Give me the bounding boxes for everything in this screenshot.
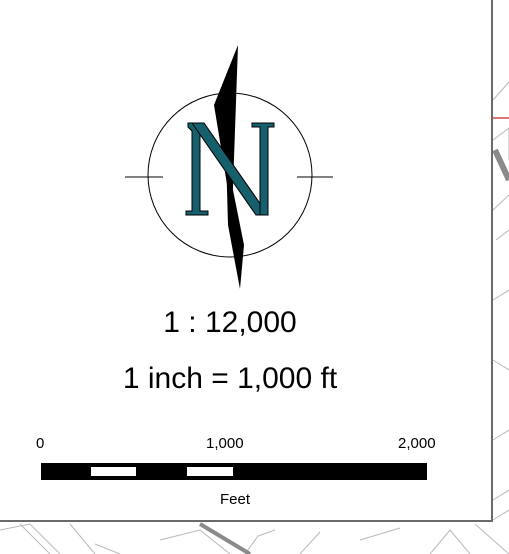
map-legend-panel: 1 : 12,000 1 inch = 1,000 ft 0 1,000 2,0… (0, 0, 493, 522)
scale-tick-2000: 2,000 (398, 435, 436, 452)
scale-units-label: Feet (219, 491, 250, 508)
scale-equivalence: 1 inch = 1,000 ft (122, 362, 338, 395)
scale-tick-1000: 1,000 (206, 435, 244, 452)
scale-bar-segment (91, 467, 136, 476)
scale-bar (41, 463, 427, 480)
scale-bar-segment (187, 467, 233, 476)
scale-ratio: 1 : 12,000 (163, 306, 297, 339)
scale-tick-0: 0 (36, 435, 45, 452)
north-arrow-icon (125, 45, 333, 289)
